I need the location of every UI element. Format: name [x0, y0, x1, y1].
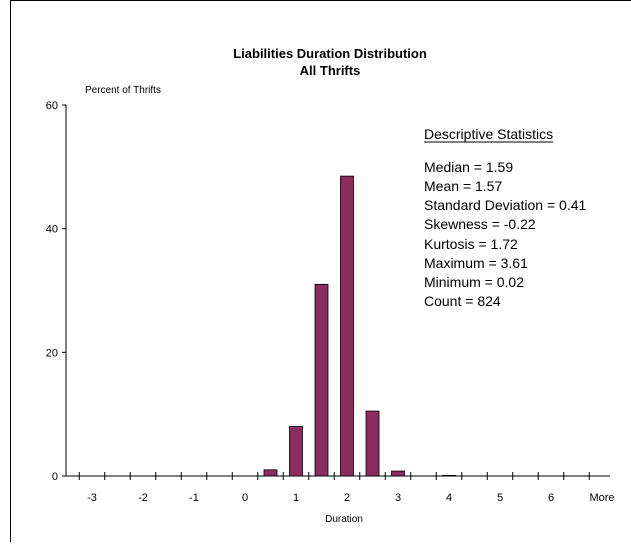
y-tick-label: 60 — [46, 100, 58, 112]
stats-heading: Descriptive Statistics — [424, 126, 553, 142]
x-tick-label: -3 — [87, 492, 97, 504]
stat-count: Count = 824 — [424, 293, 501, 309]
stat-median: Median = 1.59 — [424, 159, 513, 175]
x-tick-label: 3 — [395, 492, 401, 504]
y-tick-label: 0 — [52, 471, 58, 483]
stat-minimum: Minimum = 0.02 — [424, 274, 524, 290]
x-tick-label: 4 — [446, 492, 452, 504]
stat-mean: Mean = 1.57 — [424, 178, 502, 194]
x-tick-label: 6 — [548, 492, 554, 504]
x-tick-label: 5 — [497, 492, 503, 504]
histogram-bar — [365, 410, 380, 477]
bars — [263, 175, 456, 477]
x-tick-label: 0 — [242, 492, 248, 504]
histogram-bar — [391, 470, 405, 477]
stat-maximum: Maximum = 3.61 — [424, 255, 528, 271]
descriptive-statistics: Descriptive Statistics Median = 1.59 Mea… — [424, 126, 586, 309]
chart-title: Liabilities Duration Distribution — [233, 46, 427, 61]
x-tick-label: -2 — [138, 492, 148, 504]
histogram-bar — [289, 426, 303, 477]
x-tick-label: 2 — [344, 492, 350, 504]
histogram-bar — [263, 469, 278, 477]
histogram-bar — [340, 175, 354, 477]
y-tick-label: 40 — [46, 224, 58, 236]
histogram-bar — [314, 283, 329, 477]
x-tick-label: More — [589, 492, 614, 504]
stat-kurtosis: Kurtosis = 1.72 — [424, 236, 518, 252]
chart-subtitle: All Thrifts — [300, 63, 361, 78]
x-tick-label: -1 — [189, 492, 199, 504]
stat-std-dev: Standard Deviation = 0.41 — [424, 197, 586, 213]
y-ticks: 0 20 40 60 — [46, 100, 66, 483]
y-tick-label: 20 — [46, 347, 58, 359]
x-tick-label: 1 — [293, 492, 299, 504]
y-axis-label: Percent of Thrifts — [85, 85, 161, 96]
histogram-bar — [442, 474, 456, 477]
x-ticks: -3 -2 -1 0 1 2 3 4 5 6 More — [78, 472, 615, 504]
stat-skewness: Skewness = -0.22 — [424, 216, 536, 232]
x-axis-label: Duration — [325, 514, 363, 525]
